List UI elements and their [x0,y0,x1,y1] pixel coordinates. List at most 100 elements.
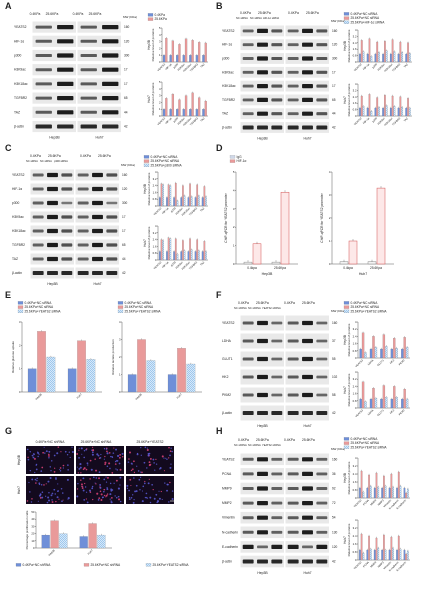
cell-dot [144,446,147,449]
lane-label-nc: NC siRNA [236,16,248,20]
y-tick-label: 3 [19,320,21,324]
legend-swatch [343,309,350,313]
cell-dot [147,452,150,455]
y-tick-label: 0.8 [353,349,357,353]
chart-h-hep3b: 0 0.8 1.6 2.4 3.2 4 YEATS2 PCNA MMP9 MMP2Vimentin… [343,456,410,510]
mw-header: MW (KDa) [121,163,135,167]
cell-dot [171,497,174,500]
cell-dot [130,484,132,487]
cell-dot [36,463,38,465]
blot-band [287,559,299,564]
bar-h-huh7-0-1 [360,533,363,561]
bar-e-glucose-0-2 [46,356,56,393]
y-tick-label: 0 [233,262,235,266]
blot-band [287,98,299,102]
blot-band [242,357,254,361]
group-label: 0.4KPa [284,301,295,305]
cell-dot [48,457,50,459]
cell-caption: Hep3B [262,272,273,276]
blot-band [106,229,118,233]
legend-swatch [17,309,24,313]
cell-dot [85,491,88,493]
bar-e-glucose-0-0 [27,368,37,393]
cell-dot [152,488,154,491]
y-tick-label: 0.8 [353,108,357,112]
cell-dot [51,492,54,495]
x-tick-label: TAZ [403,116,409,122]
blot-band [35,82,52,86]
bar-b-hep3b-6-0 [405,53,408,63]
cell-dot [161,455,164,458]
cell-dot [111,472,114,474]
chart-cell-label: Huh7 [343,536,347,544]
cell-dot [95,477,98,479]
y-axis-label: Relative level of proteins [151,82,155,115]
mw-value: 300 [122,201,128,205]
cell-dot [46,501,49,504]
cell-dot [100,453,102,456]
y-tick-label: 2.4 [353,41,357,45]
x-tick-label: p300 [170,260,177,267]
bar-b-hep3b-1-1 [368,38,371,63]
bar-f-hep3b-2-0 [380,348,383,359]
legend-entry: IgG [237,155,243,159]
blot-band [302,97,313,102]
cell-dot [56,452,59,455]
cell-dot [105,448,108,450]
cell-dot [78,467,81,470]
y-axis-label: Relative level of proteins [347,373,351,406]
bar-a-huh7-1-1 [171,94,175,117]
blot-band [57,110,74,115]
blot-band [32,201,44,205]
cell-dot [33,457,36,460]
mw-value: 130 [332,530,338,534]
bar-a-huh7-2-0 [176,109,179,117]
blot-band [92,256,103,262]
cell-dot [99,457,102,459]
cell-dot [51,499,53,501]
blot-band [257,338,268,344]
blot-band [287,84,299,88]
cell-dot [104,461,107,464]
blot-band [257,42,268,47]
cell-dot [55,500,57,503]
bar-h-huh7-0-0 [359,549,361,561]
blot-band [47,186,58,192]
bar-b-huh7-6-0 [405,107,408,117]
bar-f-hep3b-0-2 [364,352,367,359]
cell-dot [149,501,152,504]
bar-f-huh7-0-1 [361,381,365,409]
blot-band [302,84,313,89]
blot-band [242,393,254,397]
bar-a-hep3b-2-0 [176,55,179,63]
y-tick-label: 1 [119,373,121,377]
bar-c-huh7-2-2 [176,253,179,261]
group-label: 25.6KPa [258,11,271,15]
blot-band [257,471,268,476]
blot-band [302,501,313,506]
bar-b-hep3b-4-0 [389,53,392,63]
cell-dot [100,493,103,496]
y-axis-label: Relative level of proteins [147,226,151,259]
y-tick-label: 0 [355,496,357,500]
legend-swatch [229,159,236,163]
blot-band [80,68,97,72]
y-tick-label: 3 [233,207,235,211]
cell-dot [29,451,31,453]
mw-value: 120 [332,43,338,47]
mw-value: 17 [332,70,336,74]
row-label-f-5: β-actin [222,411,232,415]
blot-band [302,411,313,415]
x-tick-label: H3K18ac [180,206,191,217]
blot-band [257,530,268,535]
blot-band [80,110,97,114]
cell-dot [132,494,134,496]
legend-entry: 0.4KPa+NC siRNA [351,301,379,305]
cell-dot [49,477,52,480]
bar-e-lactate-0-2 [146,360,156,393]
cell-dot [163,470,165,472]
blot-band [257,28,268,33]
blot-band [287,375,299,379]
cell-dot [141,500,144,503]
legend-swatch [147,13,154,17]
